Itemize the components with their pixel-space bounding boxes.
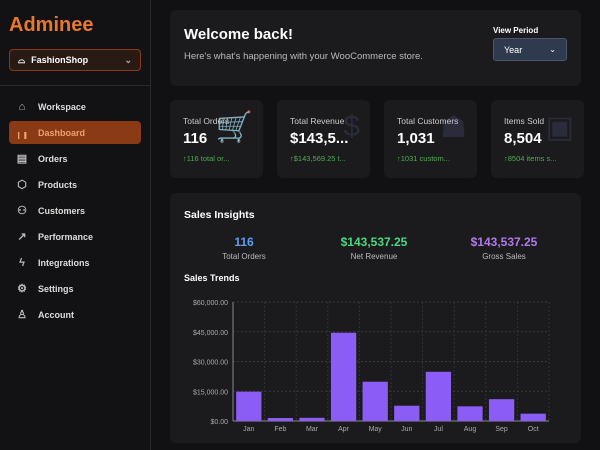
sidebar-item-orders[interactable]: ▤ Orders <box>9 147 141 170</box>
sidebar-item-account[interactable]: ♙ Account <box>9 303 141 326</box>
sales-trends-title: Sales Trends <box>184 273 240 283</box>
bar-jan <box>236 391 262 421</box>
bar-may <box>362 381 388 421</box>
x-tick-label: Jun <box>401 426 412 433</box>
bar-apr <box>330 332 357 421</box>
sidebar-item-label: Settings <box>38 283 74 294</box>
x-tick-label: Jul <box>434 426 443 433</box>
view-period-select[interactable]: Year ⌄ <box>493 38 567 61</box>
sidebar-item-label: Customers <box>38 205 86 216</box>
stat-subtext: ↑8504 items s... <box>504 154 557 163</box>
stat-card: $ Total Revenue $143,5... ↑$143,569.25 t... <box>277 100 370 178</box>
sidebar-item-settings[interactable]: ⚙ Settings <box>9 277 141 300</box>
stat-card: ▣ Items Sold 8,504 ↑8504 items s... <box>491 100 584 178</box>
shop-name: FashionShop <box>31 55 89 65</box>
x-tick-label: Aug <box>464 426 477 433</box>
stat-label: Total Customers <box>397 116 459 126</box>
sidebar-item-integrations[interactable]: ϟ Integrations <box>9 251 141 274</box>
box-icon: ⬡ <box>17 179 27 191</box>
view-period-label: View Period <box>493 26 539 35</box>
document-icon: ▤ <box>16 153 28 165</box>
x-tick-label: May <box>369 426 383 433</box>
x-tick-label: Oct <box>528 426 539 433</box>
insight-metric: $143,537.25 Net Revenue <box>314 235 434 261</box>
bar-sep <box>488 399 515 421</box>
shop-selector[interactable]: ⌓ FashionShop ⌄ <box>9 49 141 71</box>
stat-subtext: ↑1031 custom... <box>397 154 450 163</box>
stat-value: 8,504 <box>504 130 542 147</box>
welcome-card: Welcome back! Here's what's happening wi… <box>170 10 581 86</box>
metric-label: Gross Sales <box>482 252 526 261</box>
gear-icon: ⚙ <box>17 283 27 295</box>
home-icon: ⌂ <box>18 100 26 113</box>
metric-value: 116 <box>234 235 254 249</box>
box-icon: ▣ <box>545 111 574 144</box>
stat-value: 116 <box>183 130 208 147</box>
sidebar-item-customers[interactable]: ⚇ Customers <box>9 199 141 222</box>
y-tick-label: $30,000.00 <box>193 360 228 367</box>
page-title: Welcome back! <box>184 26 293 43</box>
bar-aug <box>457 406 483 421</box>
sidebar: Adminee ⌓ FashionShop ⌄ ⌂ Workspace ╷╻ Dashbo… <box>0 0 151 450</box>
bar-oct <box>520 413 546 421</box>
sidebar-item-label: Account <box>38 309 74 320</box>
dollar-icon: $ <box>343 110 360 143</box>
bar-jun <box>394 405 420 421</box>
users-icon: ⚇ <box>17 205 27 217</box>
sidebar-item-label: Orders <box>38 153 68 164</box>
metric-value: $143,537.25 <box>470 235 538 249</box>
sidebar-item-label: Performance <box>38 231 94 242</box>
insights-title: Sales Insights <box>184 209 255 221</box>
stat-card: 🛒 Total Orders 116 ↑116 total or... <box>170 100 263 178</box>
insight-metric: $143,537.25 Gross Sales <box>444 235 564 261</box>
stat-subtext: ↑116 total or... <box>183 154 230 163</box>
x-tick-label: Mar <box>306 426 319 433</box>
insight-metric: 116 Total Orders <box>184 235 304 261</box>
bolt-icon: ϟ <box>19 256 25 269</box>
sidebar-item-dashboard[interactable]: ╷╻ Dashboard <box>9 121 141 144</box>
stat-value: 1,031 <box>397 130 435 147</box>
metric-label: Total Orders <box>222 252 266 261</box>
bar-chart-icon: ╷╻ <box>15 127 29 139</box>
metric-value: $143,537.25 <box>340 235 408 249</box>
stat-label: Items Sold <box>504 116 545 126</box>
chevron-down-icon: ⌄ <box>549 45 556 54</box>
cart-icon: 🛒 <box>215 111 253 144</box>
store-icon: ⌓ <box>18 54 26 65</box>
x-tick-label: Feb <box>274 426 286 433</box>
sidebar-item-performance[interactable]: ↗ Performance <box>9 225 141 248</box>
x-tick-label: Apr <box>338 426 350 433</box>
sidebar-item-label: Dashboard <box>38 127 86 138</box>
view-period-value: Year <box>504 44 523 55</box>
stat-label: Total Orders <box>183 116 230 126</box>
divider <box>0 85 150 86</box>
stat-card: ☗ Total Customers 1,031 ↑1031 custom... <box>384 100 477 178</box>
y-tick-label: $45,000.00 <box>193 330 228 337</box>
y-tick-label: $15,000.00 <box>193 389 228 396</box>
sidebar-item-products[interactable]: ⬡ Products <box>9 173 141 196</box>
logo: Adminee <box>9 14 94 36</box>
metric-label: Net Revenue <box>350 252 398 261</box>
sidebar-item-label: Integrations <box>38 257 90 268</box>
sidebar-item-workspace[interactable]: ⌂ Workspace <box>9 95 141 118</box>
chevron-down-icon: ⌄ <box>124 54 132 65</box>
sidebar-item-label: Products <box>38 179 78 190</box>
x-tick-label: Sep <box>495 426 508 433</box>
stat-label: Total Revenue <box>290 116 345 126</box>
users-icon: ☗ <box>440 111 467 144</box>
trend-icon: ↗ <box>17 231 27 243</box>
user-icon: ♙ <box>17 309 27 321</box>
stat-value: $143,5... <box>290 130 349 147</box>
x-tick-label: Jan <box>243 426 254 433</box>
bar-feb <box>267 418 294 421</box>
sidebar-item-label: Workspace <box>38 101 86 112</box>
y-tick-label: $60,000.00 <box>193 300 228 307</box>
bar-mar <box>299 417 325 421</box>
page-subtitle: Here's what's happening with your WooCom… <box>184 51 423 62</box>
y-tick-label: $0.00 <box>210 419 228 426</box>
sidebar-nav: ⌂ Workspace ╷╻ Dashboard ▤ Orders ⬡ Products ⚇ Cu… <box>9 95 141 329</box>
stat-subtext: ↑$143,569.25 t... <box>290 154 346 163</box>
bar-jul <box>425 371 452 421</box>
